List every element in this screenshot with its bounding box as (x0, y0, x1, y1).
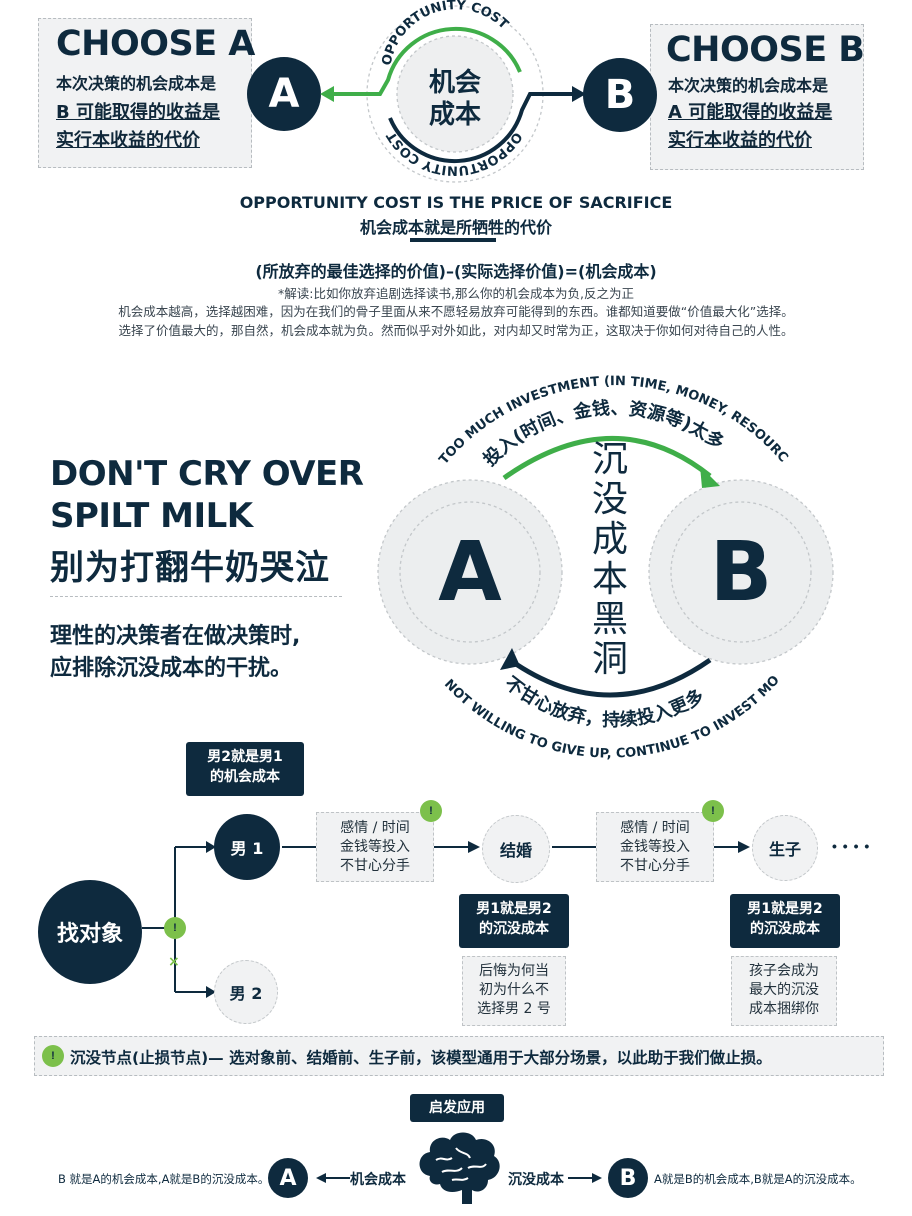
green-arc-top (502, 436, 712, 481)
warning-icon: ! (702, 800, 724, 822)
choose-a-line3: 实行本收益的代价 (56, 130, 200, 151)
choose-a-line2: B 可能取得的收益是 (56, 102, 220, 123)
bottom-circle-b: B (608, 1158, 648, 1198)
choose-a-circle: A (247, 57, 321, 131)
warning-icon: ! (42, 1045, 64, 1067)
svg-text:×: × (168, 954, 180, 970)
flow-footer-text: 沉没节点(止损节点)— 选对象前、结婚前、生子前，该模型通用于大部分场景，以此助… (70, 1049, 772, 1067)
man1-label: 男2就是男1 的机会成本 (186, 742, 304, 796)
paragraph-2: 选择了价值最大的，那自然，机会成本就为负。然而似乎对外如此，对内却又时常为正，这… (118, 323, 794, 338)
navy-arrow-right (388, 92, 572, 164)
choose-b-line1: 本次决策的机会成本是 (668, 76, 829, 95)
sunk-cost-diagram: A B TOO MUCH INVESTMENT (IN TIME, MONEY,… (370, 350, 834, 762)
center-opp-cost-line2: 成本 (428, 100, 481, 130)
sunk-title-line1: DON'T CRY OVER (50, 454, 364, 494)
sunk-divider (50, 596, 342, 597)
sunk-sub-line1: 理性的决策者在做决策时, (50, 624, 301, 649)
headline-underline (410, 238, 496, 242)
warning-icon: ! (164, 917, 186, 939)
flow-footer (34, 1036, 884, 1076)
flow-man2-node: 男 2 (214, 960, 278, 1024)
svg-text:A: A (438, 525, 502, 620)
investment-box-2: 感情 / 时间 金钱等投入 不甘心分手 (596, 812, 714, 882)
marry-note: 后悔为何当 初为什么不 选择男 2 号 (462, 956, 566, 1026)
opportunity-cost-ring: OPPORTUNITY COST OPPORTUNITY COST (320, 0, 586, 183)
flow-marry-node: 结婚 (482, 815, 550, 883)
sunk-title-line2: SPILT MILK (50, 496, 253, 536)
bottom-sunk-label: 沉没成本 (508, 1172, 564, 1188)
child-note: 孩子会成为 最大的沉没 成本捆绑你 (731, 956, 837, 1026)
navy-arc-bottom (508, 657, 712, 698)
brain-icon (419, 1132, 500, 1204)
sunk-sub-line2: 应排除沉没成本的干扰。 (50, 656, 293, 681)
formula-note: *解读:比如你放弃追剧选择读书,那么你的机会成本为负,反之为正 (278, 286, 634, 301)
bottom-left-text: B 就是A的机会成本,A就是B的沉没成本。 (58, 1172, 270, 1186)
vertical-sunk-text: 沉 没 成 本 黑 洞 (591, 439, 628, 680)
bottom-tag: 启发应用 (410, 1094, 504, 1122)
choose-b-card (650, 24, 864, 170)
bottom-right-text: A就是B的机会成本,B就是A的沉没成本。 (654, 1172, 862, 1186)
flow-man1-node: 男 1 (214, 814, 280, 880)
green-arrow-left (334, 26, 522, 96)
bottom-arrows (316, 1173, 602, 1183)
choose-b-circle: B (583, 58, 657, 132)
child-label: 男1就是男2 的沉没成本 (730, 894, 840, 948)
investment-box-1: 感情 / 时间 金钱等投入 不甘心分手 (316, 812, 434, 882)
svg-text:B: B (710, 525, 773, 620)
choose-b-line3: 实行本收益的代价 (668, 130, 812, 151)
choose-b-line2: A 可能取得的收益是 (668, 102, 833, 123)
choose-a-title: CHOOSE A (56, 24, 255, 64)
formula: (所放弃的最佳选择的价值)–(实际选择价值)=(机会成本) (255, 262, 657, 281)
bottom-circle-a: A (268, 1158, 308, 1198)
paragraph-1: 机会成本越高，选择越困难，因为在我们的骨子里面从来不愿轻易放弃可能得到的东西。谁… (118, 304, 794, 319)
flow-root-node: 找对象 (38, 880, 142, 984)
headline-cn: 机会成本就是所牺牲的代价 (359, 218, 552, 237)
choose-a-line1: 本次决策的机会成本是 (56, 74, 217, 93)
center-opp-cost-line1: 机会 (428, 68, 481, 98)
warning-icon: ! (420, 800, 442, 822)
flow-child-node: 生子 (752, 815, 818, 881)
sunk-title-cn: 别为打翻牛奶哭泣 (50, 548, 330, 588)
choose-a-card (38, 18, 252, 168)
headline-en: OPPORTUNITY COST IS THE PRICE OF SACRIFI… (239, 193, 673, 212)
marry-label: 男1就是男2 的沉没成本 (459, 894, 569, 948)
choose-b-title: CHOOSE B (666, 30, 865, 70)
bottom-opp-label: 机会成本 (350, 1172, 406, 1188)
flow-connectors: × (142, 841, 750, 998)
flow-continue-dots: • • • • (832, 838, 871, 854)
